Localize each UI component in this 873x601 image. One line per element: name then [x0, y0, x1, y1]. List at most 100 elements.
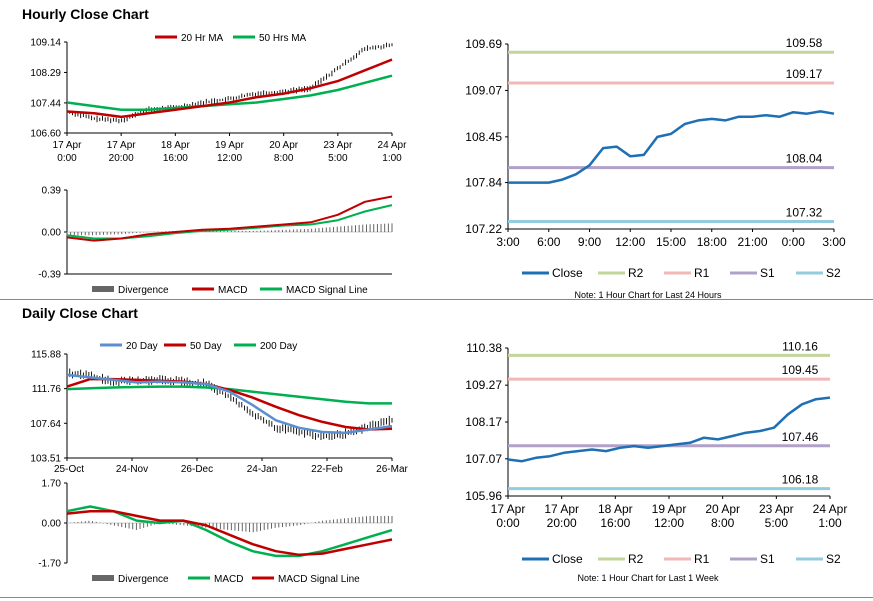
hourly-levels-ytick-label: 107.84: [465, 176, 502, 190]
hourly-section-title: Hourly Close Chart: [22, 6, 149, 22]
daily-macd-legend-swatch: [92, 575, 114, 581]
daily-price-ytick-label: 107.64: [30, 419, 61, 430]
daily-levels-xtick-label: 24 Apr: [813, 502, 848, 516]
daily-levels-xtick-label: 8:00: [711, 516, 735, 530]
hourly-levels-xtick-label: 21:00: [737, 235, 767, 249]
hourly-macd-legend-swatch: [92, 286, 114, 292]
daily-price-legend-label: 200 Day: [260, 341, 297, 352]
daily-levels-legend-label: Close: [552, 552, 583, 566]
daily-price-xtick-label: 26-Dec: [181, 464, 213, 475]
daily-price-legend-label: 20 Day: [126, 341, 158, 352]
daily-levels-xtick-label: 23 Apr: [759, 502, 794, 516]
hourly-levels-level-label: 109.58: [786, 36, 823, 50]
daily-price-legend-label: 50 Day: [190, 341, 222, 352]
daily-levels-xtick-label: 19 Apr: [652, 502, 687, 516]
daily-levels-xtick-label: 1:00: [818, 516, 842, 530]
daily-levels-legend-label: S1: [760, 552, 775, 566]
hourly-levels-xtick-label: 9:00: [578, 235, 602, 249]
hourly-macd-signal-line: [66, 204, 393, 240]
daily-levels-level-label: 107.46: [782, 430, 819, 444]
hourly-macd-legend-label: Divergence: [118, 285, 169, 296]
hourly-levels-ytick-label: 109.07: [465, 83, 502, 97]
daily-levels-level-label: 109.45: [782, 363, 819, 377]
hourly-price-legend-label: 50 Hrs MA: [259, 33, 307, 44]
hourly-price-xtick-label: 18 Apr: [161, 140, 191, 151]
daily-levels-xtick-label: 18 Apr: [598, 502, 633, 516]
daily-macd-ytick-label: 1.70: [42, 479, 62, 490]
hourly-price-xtick-label: 23 Apr: [323, 140, 353, 151]
hourly-levels-xtick-label: 0:00: [782, 235, 806, 249]
hourly-levels-level-label: 107.32: [786, 206, 823, 220]
daily-levels-close-line: [507, 396, 831, 463]
hourly-price-xtick-label: 20:00: [109, 153, 134, 164]
daily-20day-line: [66, 373, 393, 435]
hourly-price-xtick-label: 5:00: [328, 153, 348, 164]
daily-levels-ytick-label: 108.17: [465, 415, 502, 429]
hourly-levels-xtick-label: 3:00: [822, 235, 846, 249]
hourly-levels-xtick-label: 18:00: [697, 235, 727, 249]
hourly-levels-legend-label: Close: [552, 266, 583, 280]
hourly-macd-legend-label: MACD: [218, 285, 247, 296]
hourly-price-xtick-label: 16:00: [163, 153, 188, 164]
hourly-price-xtick-label: 8:00: [274, 153, 294, 164]
hourly-price-xtick-label: 0:00: [57, 153, 77, 164]
hourly-price-xtick-label: 19 Apr: [215, 140, 245, 151]
daily-levels-legend-label: R1: [694, 552, 710, 566]
hourly-levels-legend-label: R2: [628, 266, 644, 280]
daily-50day-line: [66, 377, 393, 431]
hourly-20ma-line: [66, 58, 393, 119]
daily-levels-ytick-label: 107.07: [465, 452, 502, 466]
hourly-levels-ytick-label: 108.45: [465, 130, 502, 144]
daily-levels-ytick-label: 110.38: [466, 341, 502, 355]
hourly-levels-xtick-label: 6:00: [537, 235, 561, 249]
hourly-price-bars: [66, 42, 393, 124]
hourly-macd-ytick-label: -0.39: [38, 270, 61, 281]
hourly-price-xtick-label: 20 Apr: [269, 140, 299, 151]
hourly-price-ytick-label: 106.60: [30, 129, 61, 140]
daily-macd-signal-line: [66, 509, 393, 557]
daily-price-ytick-label: 115.88: [31, 350, 61, 361]
hourly-levels-legend-label: S1: [760, 266, 775, 280]
daily-macd-line: [66, 505, 393, 558]
hourly-price-xtick-label: 17 Apr: [53, 140, 83, 151]
hourly-macd-legend-label: MACD Signal Line: [286, 285, 368, 296]
daily-levels-xtick-label: 12:00: [654, 516, 684, 530]
hourly-macd-ytick-label: 0.39: [42, 186, 62, 197]
daily-price-xtick-label: 26-Mar: [376, 464, 408, 475]
hourly-price-legend-label: 20 Hr MA: [181, 33, 224, 44]
daily-levels-xtick-label: 20 Apr: [705, 502, 740, 516]
hourly-price-xtick-label: 17 Apr: [107, 140, 137, 151]
daily-levels-xtick-label: 5:00: [765, 516, 789, 530]
hourly-price-xtick-label: 12:00: [217, 153, 242, 164]
daily-levels-level-label: 110.16: [782, 339, 818, 353]
daily-price-xtick-label: 24-Jan: [247, 464, 278, 475]
daily-price-ytick-label: 103.51: [30, 454, 61, 465]
hourly-50ma-line: [66, 74, 393, 111]
daily-macd-ytick-label: -1.70: [38, 559, 61, 570]
hourly-levels-level-label: 108.04: [786, 152, 823, 166]
hourly-macd-line: [66, 195, 393, 242]
section-divider: [0, 299, 873, 300]
hourly-levels-close-line: [508, 110, 835, 184]
hourly-price-xtick-label: 24 Apr: [378, 140, 408, 151]
hourly-levels-xtick-label: 12:00: [615, 235, 645, 249]
daily-price-xtick-label: 24-Nov: [116, 464, 148, 475]
daily-macd-legend-label: MACD Signal Line: [278, 574, 360, 585]
hourly-levels-xtick-label: 15:00: [656, 235, 686, 249]
daily-price-xtick-label: 22-Feb: [311, 464, 343, 475]
daily-macd-ytick-label: 0.00: [42, 519, 62, 530]
daily-macd-legend-label: Divergence: [118, 574, 169, 585]
bottom-divider: [0, 597, 873, 598]
daily-price-ytick-label: 111.76: [32, 384, 62, 395]
hourly-price-ytick-label: 107.44: [30, 98, 61, 109]
hourly-price-ytick-label: 108.29: [30, 68, 61, 79]
daily-price-xtick-label: 25-Oct: [54, 464, 84, 475]
hourly-price-xtick-label: 1:00: [382, 153, 402, 164]
hourly-levels-legend-label: S2: [826, 266, 841, 280]
daily-levels-ytick-label: 105.96: [465, 489, 502, 503]
daily-levels-xtick-label: 17 Apr: [544, 502, 579, 516]
hourly-levels-ytick-label: 107.22: [465, 222, 502, 236]
daily-section-title: Daily Close Chart: [22, 305, 138, 321]
hourly-levels-note: Note: 1 Hour Chart for Last 24 Hours: [574, 290, 722, 300]
